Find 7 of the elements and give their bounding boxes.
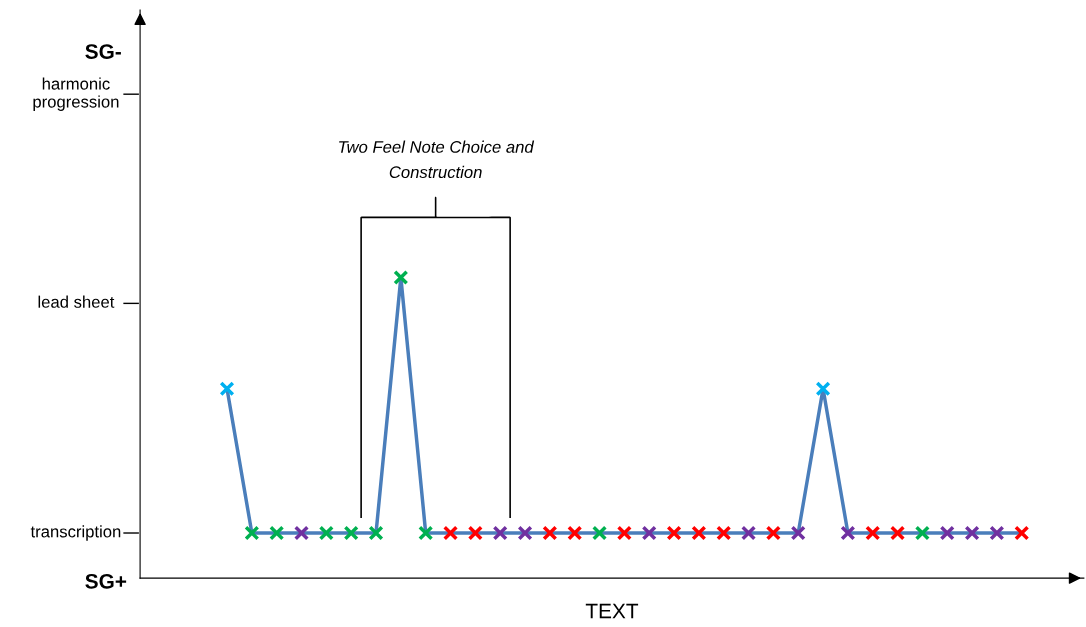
text: transcription: [30, 525, 121, 541]
text: harmonic progression: [33, 77, 119, 111]
x-axis-title: TEXT: [585, 603, 639, 619]
text: SG+: [85, 573, 127, 589]
text: SG-: [85, 44, 121, 59]
text: Two Feel Note Choice and Construction: [339, 140, 535, 179]
text: lead sheet: [38, 295, 115, 308]
